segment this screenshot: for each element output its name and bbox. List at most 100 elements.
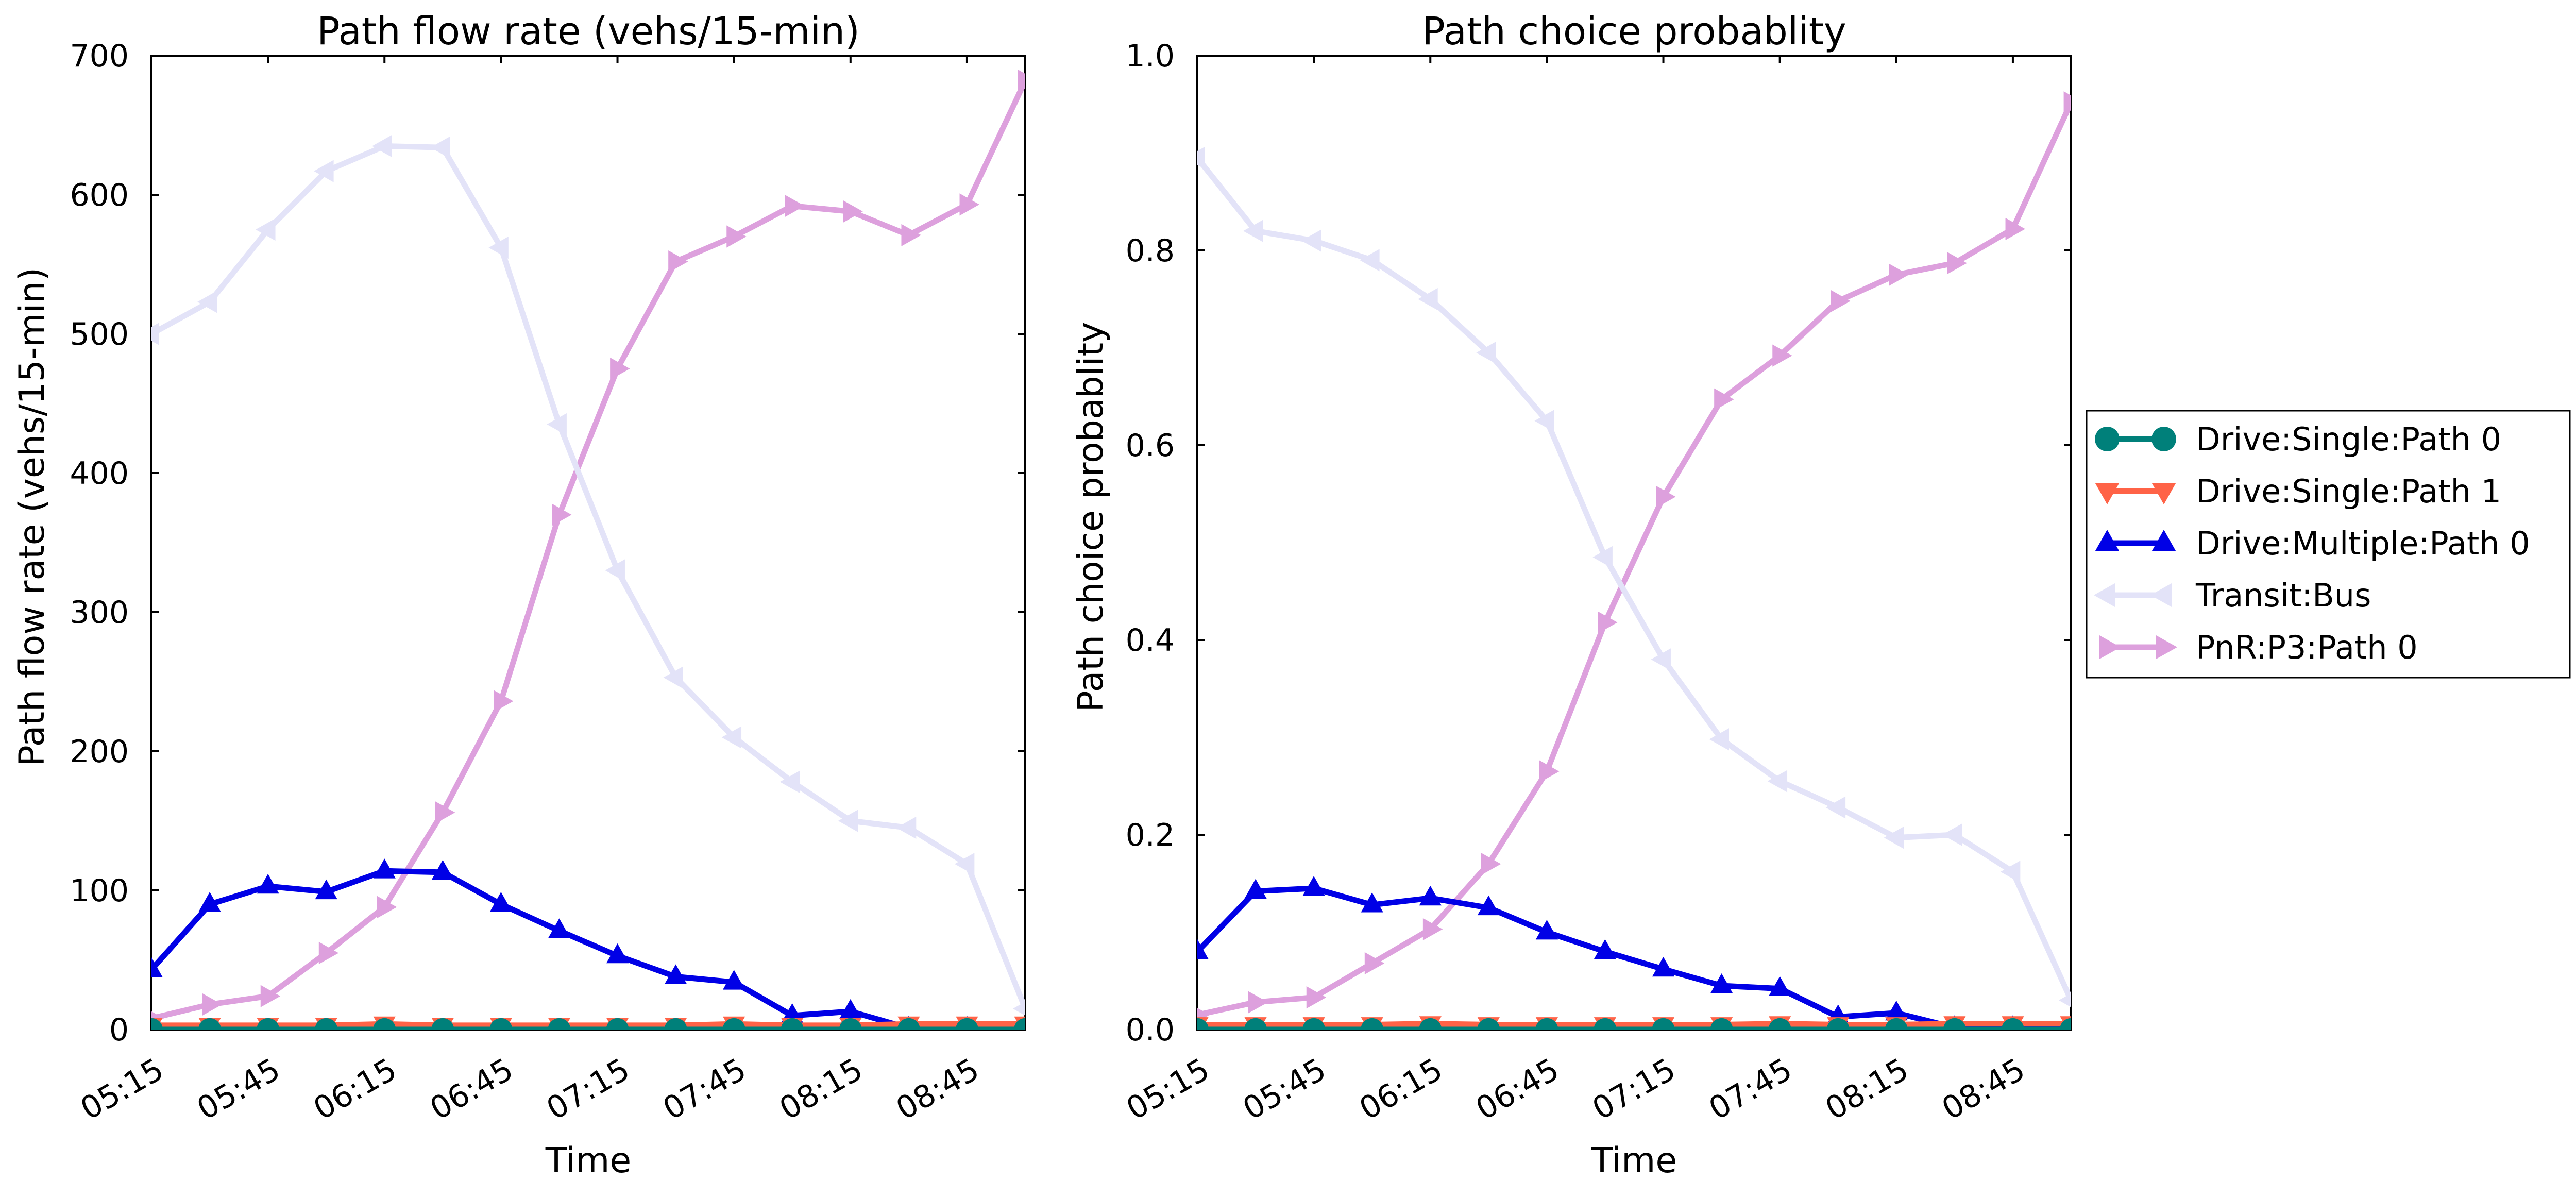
series-pnr-p3-path-0 <box>151 70 1025 1025</box>
legend-item: Drive:Single:Path 1 <box>2095 473 2501 510</box>
y-tick-label: 300 <box>70 595 129 631</box>
data-point <box>257 1018 280 1030</box>
y-tick-label: 0.4 <box>1126 622 1175 659</box>
legend-label: Transit:Bus <box>2195 577 2371 614</box>
data-point <box>1594 939 1617 959</box>
legend-marker <box>2151 427 2176 451</box>
data-point <box>202 993 223 1016</box>
x-tick-label: 08:45 <box>1936 1051 2031 1127</box>
y-tick-label: 700 <box>70 38 129 74</box>
data-point <box>1534 410 1554 432</box>
legend-marker <box>2095 483 2120 504</box>
series-line <box>1197 885 2071 1030</box>
x-tick-label: 06:15 <box>1353 1051 1449 1127</box>
data-point <box>1361 1018 1384 1030</box>
data-point <box>1248 991 1268 1014</box>
series-drive-single-path-0 <box>151 1018 1025 1030</box>
y-tick-label: 100 <box>70 873 129 909</box>
data-point <box>1885 1000 1908 1021</box>
legend-marker <box>2095 427 2120 451</box>
data-point <box>1197 1018 1209 1030</box>
data-point <box>1422 918 1443 940</box>
data-point <box>1594 1018 1617 1030</box>
data-point <box>723 970 745 990</box>
data-point <box>548 1018 571 1030</box>
data-point <box>1592 546 1613 568</box>
data-point <box>1884 827 1904 849</box>
data-point <box>318 941 339 965</box>
data-point <box>1360 249 1380 272</box>
data-point <box>664 1018 687 1030</box>
y-tick-label: 0 <box>109 1012 129 1048</box>
data-point <box>372 134 392 158</box>
series-line <box>1197 1021 2071 1028</box>
data-point <box>663 666 683 689</box>
series-transit-bus <box>1197 146 2071 1007</box>
data-point <box>901 224 921 246</box>
y-tick-label: 0.2 <box>1126 817 1175 853</box>
data-point <box>1539 760 1560 783</box>
x-tick-label: 08:45 <box>890 1051 986 1127</box>
data-point <box>1477 1018 1500 1030</box>
axes-frame <box>150 55 1026 1031</box>
legend-item: Transit:Bus <box>2094 577 2371 614</box>
legend-marker <box>2095 530 2120 551</box>
data-point <box>1709 728 1729 751</box>
data-point <box>1885 1018 1908 1030</box>
path-flow-rate-chart: Path flow rate (vehs/15-min) Path flow r… <box>12 9 1026 1181</box>
legend-marker <box>2151 483 2176 504</box>
series-pnr-p3-path-0 <box>1197 91 2071 1022</box>
data-point <box>430 136 450 159</box>
data-point <box>1826 1018 1850 1030</box>
data-point <box>959 193 979 216</box>
data-point <box>954 853 975 875</box>
series-drive-multiple-path-0 <box>1197 875 2071 1030</box>
legend-label: Drive:Single:Path 1 <box>2196 473 2501 510</box>
data-point <box>1419 1018 1442 1030</box>
legend-label: PnR:P3:Path 0 <box>2196 629 2418 666</box>
data-point <box>1306 986 1327 1009</box>
x-tick-label: 06:15 <box>308 1051 403 1127</box>
data-point <box>896 816 917 839</box>
y-tick-label: 0.6 <box>1126 428 1175 464</box>
y-axis-label: Path choice probablity <box>1071 322 1111 712</box>
legend-marker <box>2094 583 2115 608</box>
data-point <box>1013 1018 1025 1030</box>
data-point <box>548 918 571 938</box>
data-point <box>1477 895 1500 916</box>
series-transit-bus <box>151 134 1025 1016</box>
legend-label: Drive:Multiple:Path 0 <box>2196 525 2530 562</box>
series-drive-multiple-path-0 <box>151 858 1025 1030</box>
legend-item: Drive:Multiple:Path 0 <box>2095 525 2530 562</box>
series-line <box>151 143 1025 1010</box>
data-point <box>1419 885 1442 906</box>
x-tick-label: 07:15 <box>540 1051 636 1127</box>
data-point <box>1243 220 1263 242</box>
x-axis-label: Time <box>545 1140 631 1181</box>
data-point <box>785 195 805 217</box>
x-axis-label: Time <box>1591 1140 1677 1181</box>
data-point <box>2063 91 2071 114</box>
data-point <box>377 896 397 918</box>
data-point <box>488 237 509 259</box>
legend-marker <box>2150 583 2172 608</box>
legend-marker <box>2151 530 2176 551</box>
data-point <box>435 801 455 824</box>
data-point <box>721 726 742 749</box>
data-point <box>315 1018 338 1030</box>
series-line <box>151 1021 1025 1029</box>
plot-area: 0 100 200 300 400 500 600 700 05:15 05:45 06:15 06:… <box>70 38 1026 1127</box>
data-point <box>1302 875 1325 896</box>
x-tick-label: 07:45 <box>657 1051 752 1127</box>
data-point <box>1769 976 1791 997</box>
data-point <box>838 810 858 832</box>
x-tick-label: 05:45 <box>1237 1051 1332 1127</box>
y-tick-label: 600 <box>70 177 129 213</box>
y-tick-label: 0.0 <box>1126 1012 1175 1048</box>
data-point <box>955 1018 979 1030</box>
legend-label: Drive:Single:Path 0 <box>2196 420 2501 458</box>
data-point <box>1943 1018 1966 1030</box>
data-point <box>1942 823 1962 846</box>
data-point <box>2000 861 2021 883</box>
